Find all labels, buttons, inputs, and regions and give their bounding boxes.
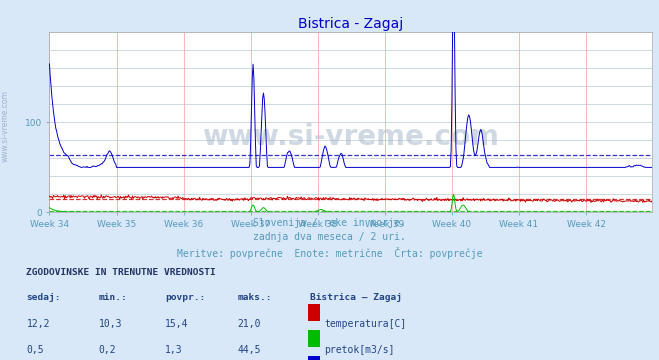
Text: Meritve: povprečne  Enote: metrične  Črta: povprečje: Meritve: povprečne Enote: metrične Črta:… xyxy=(177,247,482,258)
Text: 0,2: 0,2 xyxy=(99,345,117,355)
Text: 12,2: 12,2 xyxy=(26,319,50,329)
Text: temperatura[C]: temperatura[C] xyxy=(324,319,407,329)
Text: pretok[m3/s]: pretok[m3/s] xyxy=(324,345,395,355)
Text: www.si-vreme.com: www.si-vreme.com xyxy=(1,90,10,162)
Text: zadnja dva meseca / 2 uri.: zadnja dva meseca / 2 uri. xyxy=(253,232,406,242)
Text: 44,5: 44,5 xyxy=(237,345,261,355)
Text: 21,0: 21,0 xyxy=(237,319,261,329)
Text: Slovenija / reke in morje.: Slovenija / reke in morje. xyxy=(253,218,406,228)
Text: www.si-vreme.com: www.si-vreme.com xyxy=(202,123,500,151)
Text: sedaj:: sedaj: xyxy=(26,293,61,302)
Text: Bistrica – Zagaj: Bistrica – Zagaj xyxy=(310,293,402,302)
Text: 10,3: 10,3 xyxy=(99,319,123,329)
Text: maks.:: maks.: xyxy=(237,293,272,302)
Text: ZGODOVINSKE IN TRENUTNE VREDNOSTI: ZGODOVINSKE IN TRENUTNE VREDNOSTI xyxy=(26,268,216,277)
Text: povpr.:: povpr.: xyxy=(165,293,205,302)
Text: min.:: min.: xyxy=(99,293,128,302)
Title: Bistrica - Zagaj: Bistrica - Zagaj xyxy=(299,17,403,31)
Text: 15,4: 15,4 xyxy=(165,319,188,329)
Text: 0,5: 0,5 xyxy=(26,345,44,355)
Text: 1,3: 1,3 xyxy=(165,345,183,355)
